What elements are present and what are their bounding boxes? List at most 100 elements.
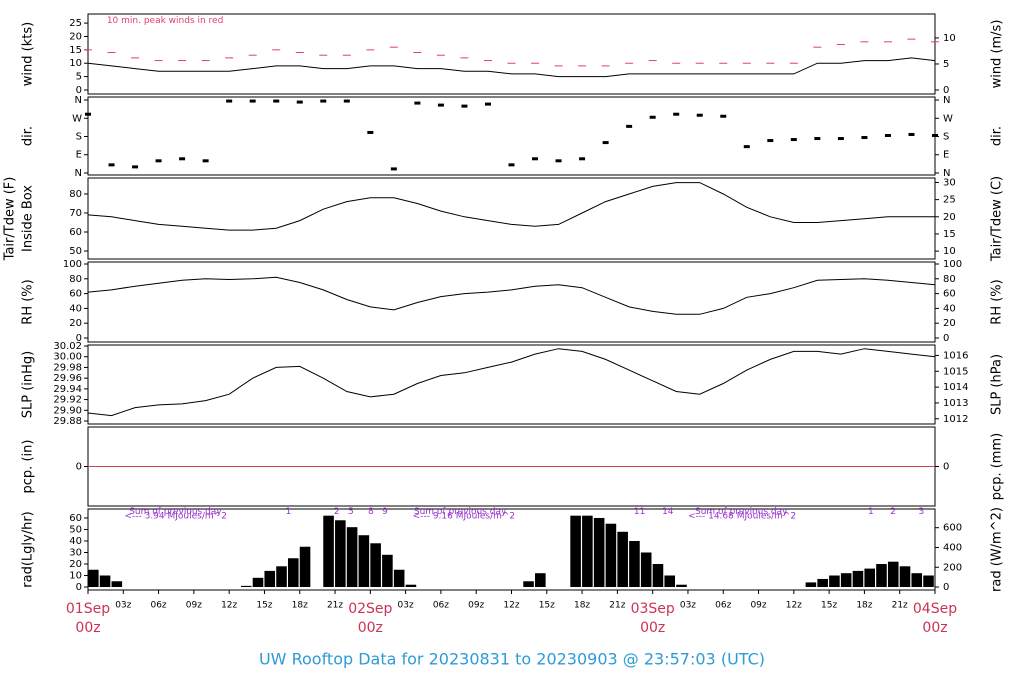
x-day-sub-label: 00z (640, 620, 665, 636)
y-tick-label: 30 (69, 547, 82, 558)
y2-tick-label: 400 (943, 542, 962, 553)
y2-tick-label: 30 (943, 177, 956, 188)
dir-point (484, 102, 491, 106)
y-tick-label: S (76, 132, 82, 143)
y-tick-label: 0 (76, 333, 82, 344)
x-tick-label: 09z (750, 601, 766, 611)
dir-point (649, 115, 656, 119)
dir-point (555, 159, 562, 163)
rad-bar (370, 543, 381, 588)
y2-tick-label: 20 (943, 318, 956, 329)
x-tick-label: 09z (186, 601, 202, 611)
rad-bar (876, 563, 887, 588)
x-tick-label: 15z (256, 601, 272, 611)
y-tick-label: 29.96 (53, 373, 82, 384)
rad-bar (405, 584, 417, 588)
dir-point (273, 99, 280, 103)
y-tick-label: 29.94 (53, 384, 82, 395)
x-tick-label: 06z (715, 601, 731, 611)
rad-bar (817, 578, 828, 588)
y2-tick-label: S (943, 132, 949, 143)
annotation: 11 (634, 507, 645, 517)
y-tick-label: 0 (76, 462, 82, 473)
dir-point (932, 133, 938, 137)
y2-axis-label: dir. (990, 126, 1005, 146)
y2-tick-label: 200 (943, 562, 962, 573)
rad-bar (923, 575, 934, 588)
dir-point (884, 133, 891, 137)
y-tick-label: 70 (69, 208, 82, 219)
y-tick-label: 20 (69, 559, 82, 570)
rad-bar (899, 566, 911, 588)
rad-bar (640, 552, 652, 588)
annotation: 8 (368, 507, 374, 517)
y-tick-label: 15 (69, 45, 82, 56)
annotation: 1 (286, 507, 292, 517)
annotation: Sum of previous day (695, 507, 788, 517)
dir-point (179, 157, 186, 161)
dir-point (437, 103, 444, 107)
y-axis-label: wind (kts) (21, 22, 36, 86)
rad-bar (299, 546, 311, 588)
dir-point (132, 165, 139, 169)
annotation: 3 (919, 507, 925, 517)
rad-bar (593, 517, 605, 588)
rad-bar (582, 515, 593, 588)
y2-tick-label: 10 (943, 33, 956, 44)
dir-point (155, 159, 162, 163)
y2-tick-label: 0 (943, 462, 949, 473)
y-axis-label: dir. (21, 126, 36, 146)
dir-point (861, 136, 868, 140)
annotation: <--- 3.94 MJoules/m^2 (124, 512, 226, 522)
annotation: <--- 9.16 MJoules/m^2 (413, 512, 515, 522)
y-tick-label: 29.92 (53, 395, 82, 406)
y-tick-label: 50 (69, 246, 82, 257)
rad-bar (617, 531, 628, 588)
x-day-sub-label: 00z (358, 620, 383, 636)
y2-tick-label: W (943, 113, 953, 124)
dir-point (85, 112, 91, 116)
y2-axis-label: SLP (hPa) (990, 354, 1005, 415)
x-day-label: 01Sep (66, 601, 110, 617)
y2-tick-label: 100 (943, 259, 962, 270)
y2-tick-label: N (943, 95, 950, 106)
rad-bar (664, 575, 676, 588)
dir-point (343, 99, 350, 103)
rad-bar (864, 568, 876, 588)
dir-point (837, 137, 844, 141)
series-line (87, 348, 936, 417)
rad-bar (346, 527, 358, 588)
y-tick-label: E (76, 150, 82, 161)
series-line (87, 57, 936, 78)
y2-tick-label: E (943, 150, 949, 161)
rad-bar (523, 581, 534, 588)
dir-point (720, 114, 727, 118)
dir-point (767, 139, 774, 143)
dir-point (108, 163, 115, 167)
y2-tick-label: 600 (943, 523, 962, 534)
x-tick-label: 18z (292, 601, 308, 611)
y2-axis-label: pcp. (mm) (990, 433, 1005, 500)
series-line (87, 182, 935, 231)
x-tick-label: 18z (574, 601, 590, 611)
x-tick-label: 12z (221, 601, 237, 611)
rad-bar (852, 570, 864, 588)
rad-bar (652, 563, 664, 588)
annotation: Sum of previous day (414, 507, 507, 517)
y2-tick-label: 1013 (943, 398, 968, 409)
rad-bar (605, 523, 617, 588)
dir-point (696, 113, 703, 117)
rad-bar (264, 570, 276, 588)
y-tick-label: 60 (69, 513, 82, 524)
annotation: 9 (382, 507, 388, 517)
y-tick-label: 60 (69, 289, 82, 300)
y-tick-label: 60 (69, 227, 82, 238)
rad-bar (393, 569, 405, 588)
footer-title: UW Rooftop Data for 20230831 to 20230903… (259, 650, 765, 669)
x-tick-label: 18z (856, 601, 872, 611)
annotation: <--- 14.68 MJoules/m^2 (688, 512, 796, 522)
panel-frame (87, 13, 936, 95)
annotation: 5 (348, 507, 354, 517)
y-tick-label: 5 (76, 72, 82, 83)
